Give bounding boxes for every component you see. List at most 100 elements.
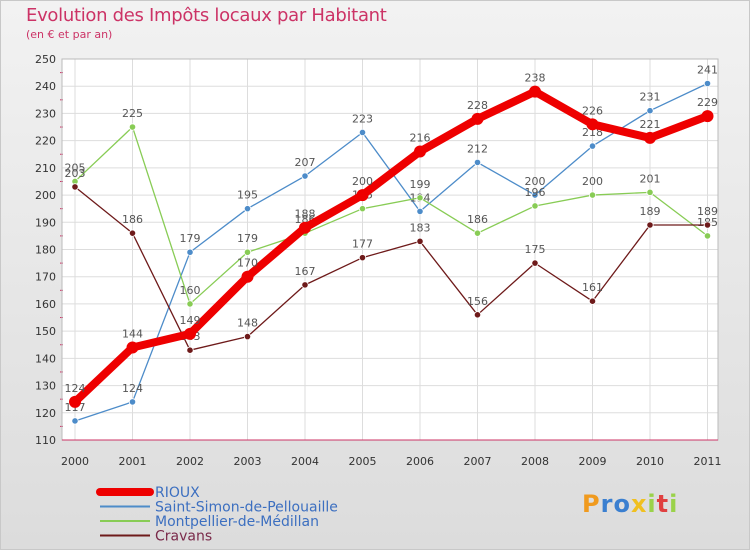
y-tick-label: 210 [35, 162, 56, 175]
data-point [473, 158, 482, 167]
data-label: 148 [237, 317, 258, 330]
data-label: 216 [410, 132, 431, 145]
data-label: 144 [122, 327, 143, 340]
x-tick-label: 2005 [349, 455, 377, 468]
data-point [416, 237, 424, 245]
data-label: 179 [180, 232, 201, 245]
data-point [473, 311, 482, 319]
data-label: 160 [180, 284, 201, 297]
data-point [243, 332, 252, 341]
y-tick-label: 170 [35, 271, 56, 284]
y-tick-label: 230 [35, 107, 56, 120]
legend-label: RIOUX [155, 485, 200, 501]
data-label: 175 [525, 243, 546, 256]
data-label: 231 [640, 91, 661, 104]
data-point [126, 341, 139, 354]
data-label: 179 [237, 232, 258, 245]
data-point [531, 202, 539, 210]
data-point [184, 327, 196, 340]
data-label: 228 [467, 99, 488, 112]
data-label: 201 [640, 172, 661, 185]
data-label: 188 [295, 208, 316, 221]
data-label: 221 [640, 118, 661, 131]
x-tick-label: 2004 [291, 455, 319, 468]
data-point [358, 128, 367, 137]
data-label: 226 [582, 104, 603, 117]
data-point [701, 110, 714, 123]
data-point [241, 270, 254, 283]
data-point [186, 248, 194, 256]
data-point [243, 205, 252, 213]
data-label: 212 [467, 142, 488, 155]
data-point [356, 189, 369, 202]
x-tick-label: 2008 [521, 455, 549, 468]
data-label: 200 [352, 175, 373, 188]
data-label: 156 [467, 295, 488, 308]
y-tick-label: 180 [35, 244, 56, 257]
logo-letter: t [656, 490, 670, 518]
data-point [416, 207, 424, 215]
y-tick-label: 130 [35, 380, 56, 393]
data-point [703, 221, 712, 229]
data-label: 124 [65, 382, 86, 395]
data-point [646, 188, 654, 196]
legend-label: Cravans [155, 529, 212, 545]
x-tick-label: 2009 [579, 455, 607, 468]
data-point [646, 221, 654, 229]
data-label: 223 [352, 112, 373, 125]
data-label: 195 [237, 189, 258, 202]
logo-letter: r [600, 490, 614, 518]
x-tick-label: 2002 [176, 455, 204, 468]
data-point [703, 79, 712, 88]
y-tick-label: 150 [35, 325, 56, 338]
data-label: 241 [697, 63, 718, 76]
data-point [588, 297, 597, 305]
data-point [301, 172, 309, 180]
data-point [586, 118, 599, 131]
data-label: 189 [640, 205, 661, 218]
data-label: 225 [122, 107, 143, 120]
data-point [128, 229, 137, 237]
logo-letter: P [582, 490, 601, 518]
data-point [529, 85, 541, 98]
data-label: 183 [410, 221, 431, 234]
data-point [71, 183, 79, 191]
x-tick-label: 2003 [234, 455, 262, 468]
data-label: 200 [525, 175, 546, 188]
proxiti-logo: Proxiti [582, 490, 678, 518]
data-label: 207 [295, 156, 316, 169]
data-label: 196 [525, 186, 546, 199]
series-line-montpellier-de-m-dillan [74, 126, 709, 305]
y-tick-label: 140 [35, 352, 56, 365]
y-tick-label: 220 [35, 135, 56, 148]
y-tick-label: 200 [35, 189, 56, 202]
x-tick-label: 2001 [119, 455, 147, 468]
logo-letter: i [669, 490, 679, 518]
data-point [299, 221, 311, 234]
legend-label: Saint-Simon-de-Pellouaille [155, 500, 338, 516]
data-point [301, 281, 309, 289]
logo-letter: i [647, 490, 657, 518]
data-label: 199 [410, 178, 431, 191]
data-label: 229 [697, 96, 718, 109]
data-label: 170 [237, 257, 258, 270]
data-label: 186 [122, 213, 143, 226]
data-point [243, 248, 252, 256]
data-label: 186 [467, 213, 488, 226]
x-tick-label: 2011 [694, 455, 722, 468]
x-tick-label: 2000 [61, 455, 89, 468]
logo-letter: x [630, 490, 648, 518]
data-point [646, 107, 654, 115]
data-point [186, 300, 194, 308]
data-point [71, 417, 79, 425]
chart-subtitle: (en € et par an) [26, 28, 113, 41]
y-tick-label: 110 [35, 434, 56, 447]
data-label: 203 [65, 167, 86, 180]
data-point [69, 395, 81, 408]
data-label: 161 [582, 281, 603, 294]
series-line-cravans [74, 186, 709, 351]
data-point [588, 191, 597, 199]
y-tick-label: 160 [35, 298, 56, 311]
data-label: 238 [525, 72, 546, 85]
